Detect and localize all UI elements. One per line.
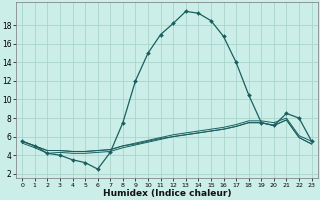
X-axis label: Humidex (Indice chaleur): Humidex (Indice chaleur) bbox=[103, 189, 231, 198]
